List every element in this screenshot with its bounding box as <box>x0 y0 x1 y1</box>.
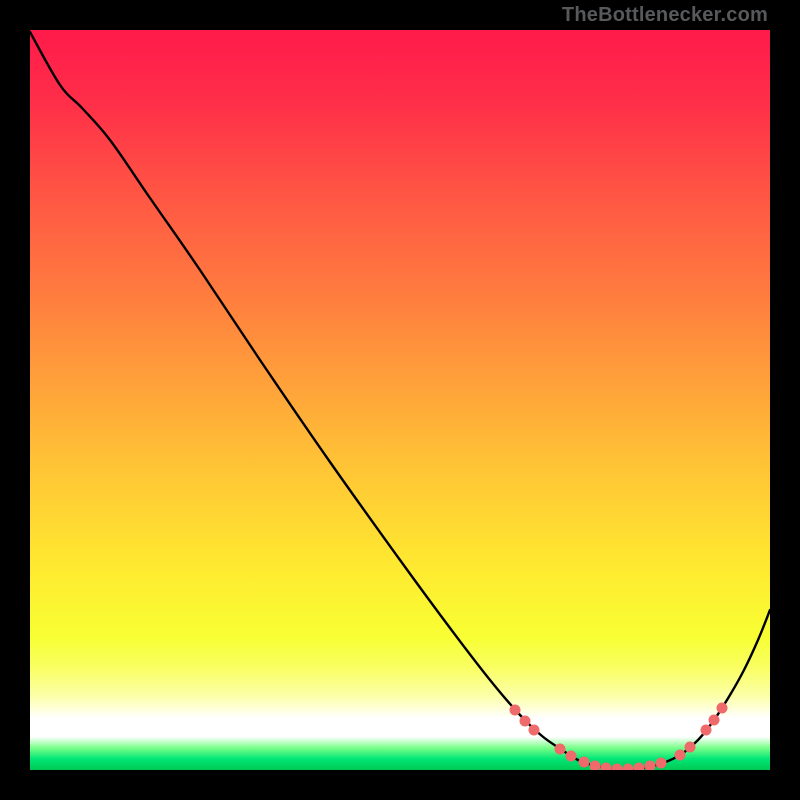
marker-dot <box>566 751 577 762</box>
marker-dot <box>709 715 720 726</box>
marker-dot <box>579 757 590 768</box>
marker-dot <box>685 742 696 753</box>
bottleneck-curve <box>30 32 770 770</box>
marker-dot <box>645 761 656 771</box>
marker-dot <box>590 761 601 771</box>
chart-frame: TheBottlenecker.com <box>0 0 800 800</box>
marker-dot <box>717 703 728 714</box>
curve-layer <box>30 30 770 770</box>
watermark-text: TheBottlenecker.com <box>562 4 768 27</box>
marker-dot <box>656 758 667 769</box>
marker-dot <box>675 750 686 761</box>
plot-area <box>30 30 770 770</box>
marker-dot <box>529 725 540 736</box>
marker-dot <box>601 763 612 771</box>
marker-dot <box>510 705 521 716</box>
marker-dot <box>555 744 566 755</box>
marker-dot <box>623 764 634 771</box>
marker-dot <box>612 764 623 771</box>
marker-dot <box>520 716 531 727</box>
marker-dot <box>634 763 645 771</box>
marker-dot <box>701 725 712 736</box>
